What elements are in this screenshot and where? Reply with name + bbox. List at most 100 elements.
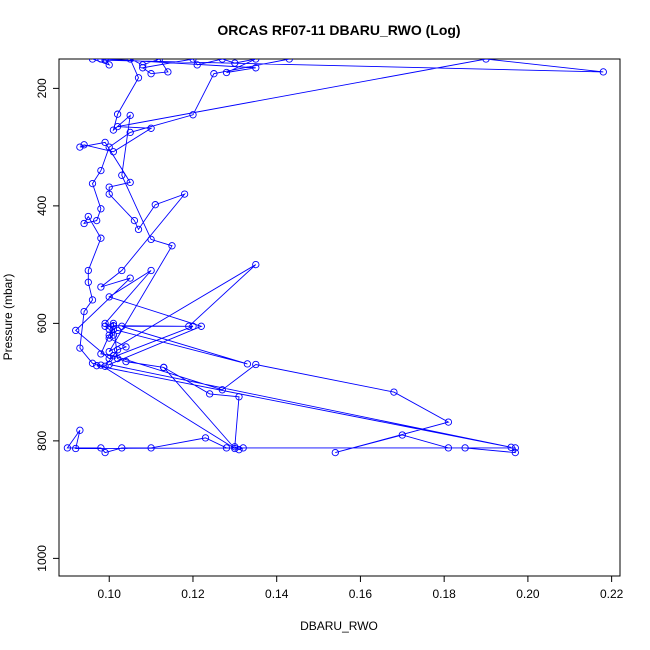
data-point	[93, 216, 101, 225]
data-point	[105, 183, 113, 191]
data-point	[126, 59, 134, 63]
data-point	[151, 201, 159, 209]
data-point	[130, 216, 139, 225]
data-point	[252, 64, 260, 72]
data-point	[160, 363, 168, 372]
data-point	[134, 225, 143, 234]
data-point	[461, 444, 469, 452]
chart-title: ORCAS RF07-11 DBARU_RWO (Log)	[217, 22, 460, 38]
data-point	[147, 444, 155, 452]
data-point	[155, 59, 164, 63]
data-point	[168, 242, 176, 250]
data-point	[482, 59, 490, 63]
data-point	[97, 205, 105, 213]
data-point	[147, 70, 155, 78]
data-point	[101, 138, 109, 147]
data-point	[88, 179, 97, 188]
data-point	[444, 444, 453, 452]
y-tick-label: 600	[35, 313, 49, 333]
data-point	[122, 343, 130, 351]
data-point	[84, 266, 92, 275]
data-point	[105, 293, 113, 301]
data-point	[243, 360, 252, 368]
data-point	[507, 443, 515, 451]
data-point	[147, 266, 155, 275]
data-point	[390, 388, 398, 396]
data-point	[101, 362, 109, 370]
data-point	[189, 59, 197, 63]
data-point	[235, 393, 243, 401]
data-point	[113, 110, 122, 118]
x-tick-label: 0.10	[98, 587, 122, 601]
data-point	[113, 122, 122, 131]
y-tick-label: 400	[35, 196, 49, 216]
data-point	[88, 59, 97, 63]
data-point	[398, 431, 406, 439]
data-point	[97, 361, 105, 369]
series-line	[66, 59, 604, 454]
data-point	[235, 446, 243, 454]
data-point	[76, 344, 84, 352]
data-point	[197, 322, 205, 330]
data-point	[80, 307, 88, 316]
data-point	[285, 59, 293, 63]
data-point	[97, 283, 105, 291]
data-point	[599, 68, 607, 76]
data-point	[239, 444, 247, 452]
data-point	[63, 444, 72, 452]
data-point	[126, 178, 134, 187]
data-point	[210, 70, 218, 78]
data-point	[88, 296, 97, 304]
data-point	[118, 444, 126, 452]
data-point	[101, 59, 109, 63]
data-point	[101, 448, 109, 457]
data-point	[126, 128, 134, 137]
x-axis-label: DBARU_RWO	[300, 619, 378, 633]
data-point	[93, 362, 101, 370]
data-point	[97, 59, 105, 63]
data-point	[231, 59, 239, 67]
data-point	[97, 444, 105, 452]
data-point	[222, 68, 231, 77]
data-point	[164, 68, 172, 76]
data-point	[105, 331, 113, 339]
data-point	[72, 326, 80, 335]
x-tick-label: 0.20	[516, 587, 540, 601]
data-point	[444, 418, 453, 426]
data-point	[139, 64, 147, 72]
x-tick-label: 0.18	[432, 587, 456, 601]
data-point	[252, 360, 260, 369]
data-point	[101, 319, 109, 328]
x-tick-label: 0.16	[349, 587, 373, 601]
data-point	[189, 322, 197, 330]
data-point	[331, 448, 339, 457]
data-point	[122, 357, 130, 366]
data-point	[84, 278, 92, 286]
data-point	[101, 59, 109, 64]
data-point	[76, 426, 84, 434]
data-point	[97, 166, 105, 175]
data-point	[105, 190, 113, 198]
data-point	[222, 444, 231, 452]
data-point	[80, 141, 88, 149]
data-point	[511, 444, 519, 452]
data-point	[139, 61, 147, 69]
data-point	[109, 322, 118, 330]
data-point	[231, 444, 239, 453]
data-point	[185, 322, 193, 330]
data-point	[113, 346, 122, 354]
data-point	[72, 444, 80, 453]
data-point	[218, 59, 226, 63]
data-point	[105, 61, 113, 69]
data-point	[101, 322, 109, 330]
data-point	[252, 260, 260, 269]
x-tick-label: 0.12	[181, 587, 205, 601]
data-point	[180, 190, 189, 198]
data-point	[511, 448, 519, 457]
data-point	[88, 359, 97, 367]
data-point	[201, 434, 210, 442]
data-point	[126, 274, 134, 282]
data-point	[252, 59, 260, 63]
